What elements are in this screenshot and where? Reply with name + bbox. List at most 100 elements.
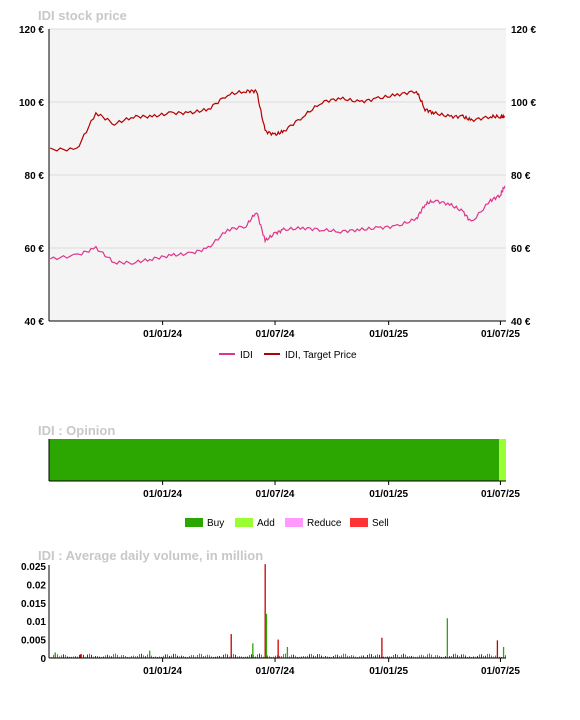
volume-bar	[307, 655, 308, 658]
volume-bar	[301, 656, 302, 658]
volume-y-tick-label: 0.015	[21, 599, 46, 610]
volume-bar	[413, 656, 414, 658]
volume-bar	[345, 653, 346, 658]
volume-bar	[237, 656, 238, 658]
volume-bar	[89, 653, 90, 658]
volume-bar	[391, 656, 392, 658]
price-y-tick-label-left: 40 €	[25, 317, 45, 328]
volume-bar	[111, 656, 112, 658]
volume-bar	[181, 655, 182, 658]
volume-bar	[255, 656, 256, 658]
volume-bar	[443, 656, 444, 658]
volume-bar	[417, 656, 418, 658]
volume-bar	[191, 655, 192, 658]
volume-y-tick-label: 0.01	[27, 617, 47, 628]
volume-bar	[335, 654, 336, 658]
volume-bar	[165, 654, 166, 658]
volume-bar	[331, 656, 332, 658]
volume-bar	[415, 656, 416, 658]
price-y-tick-label-right: 120 €	[511, 25, 536, 36]
volume-bar	[403, 653, 404, 658]
volume-bar	[261, 654, 262, 658]
volume-bar	[129, 656, 130, 658]
volume-bar	[505, 655, 506, 658]
opinion-segment-add	[499, 439, 506, 481]
opinion-legend-label: Sell	[372, 518, 389, 529]
volume-bar	[211, 656, 212, 658]
volume-bar	[85, 656, 86, 658]
opinion-x-tick-label: 01/01/24	[143, 489, 182, 500]
volume-bar	[145, 656, 146, 658]
price-chart-title: IDI stock price	[38, 8, 127, 23]
volume-bar	[433, 656, 434, 658]
volume-spike-bar	[265, 613, 268, 658]
opinion-legend: Buy Add Reduce Sell	[185, 518, 389, 529]
price-x-tick-label: 01/07/25	[481, 329, 520, 340]
volume-bar	[233, 653, 234, 658]
volume-bar	[197, 655, 198, 658]
idi-target-price-line	[49, 88, 506, 152]
volume-bar	[187, 656, 188, 658]
volume-bar	[163, 655, 164, 658]
volume-bar	[439, 655, 440, 658]
volume-bar	[273, 656, 274, 658]
volume-bar	[419, 655, 420, 658]
volume-spike-bar	[277, 639, 279, 658]
volume-bar	[455, 653, 456, 658]
volume-bar	[257, 654, 258, 658]
volume-bar	[203, 656, 204, 658]
volume-bar	[135, 656, 136, 658]
volume-bar	[397, 654, 398, 658]
volume-bar	[327, 656, 328, 658]
volume-bar	[379, 654, 380, 658]
volume-bar	[463, 654, 464, 658]
volume-bar	[275, 655, 276, 658]
volume-bar	[471, 656, 472, 658]
volume-bar	[229, 656, 230, 658]
volume-bar	[131, 656, 132, 658]
volume-bar	[297, 656, 298, 658]
price-y-tick-label-left: 120 €	[19, 25, 44, 36]
volume-bar	[349, 656, 350, 658]
volume-bar	[73, 656, 74, 658]
volume-bar	[235, 654, 236, 658]
volume-bar	[389, 656, 390, 658]
volume-bar	[395, 653, 396, 658]
opinion-legend-swatch	[185, 518, 203, 527]
volume-spike-bar	[230, 634, 232, 658]
volume-bar	[105, 655, 106, 658]
price-y-tick-label-left: 100 €	[19, 98, 44, 109]
volume-bar	[409, 656, 410, 658]
price-y-tick-label-left: 60 €	[25, 244, 45, 255]
volume-spike-bar	[381, 637, 383, 658]
price-y-tick-label-right: 80 €	[511, 171, 531, 182]
volume-bar	[285, 653, 286, 658]
volume-bar	[205, 655, 206, 658]
volume-bar	[333, 655, 334, 658]
volume-bar	[159, 656, 160, 658]
volume-bar	[157, 656, 158, 658]
volume-bar	[295, 655, 296, 658]
volume-bar	[429, 653, 430, 658]
volume-bar	[99, 656, 100, 658]
idi-price-line	[49, 185, 506, 265]
volume-bar	[407, 656, 408, 658]
volume-bar	[125, 655, 126, 658]
price-legend-label: IDI	[240, 350, 253, 361]
volume-bar	[121, 655, 122, 658]
volume-bar	[77, 656, 78, 658]
opinion-segment-buy	[49, 439, 500, 481]
volume-bar	[373, 656, 374, 658]
volume-bar	[435, 655, 436, 658]
volume-bar	[133, 655, 134, 658]
volume-bar	[175, 653, 176, 658]
volume-bar	[491, 655, 492, 658]
volume-bar	[81, 653, 82, 658]
volume-bar	[59, 656, 60, 658]
price-x-tick-label: 01/01/25	[369, 329, 408, 340]
opinion-x-tick-label: 01/07/24	[256, 489, 295, 500]
opinion-chart: IDI : Opinion 01/01/24 01/07/24 01/01/25 01…	[38, 423, 520, 529]
volume-bar	[461, 654, 462, 658]
volume-spike-bar	[54, 652, 56, 658]
